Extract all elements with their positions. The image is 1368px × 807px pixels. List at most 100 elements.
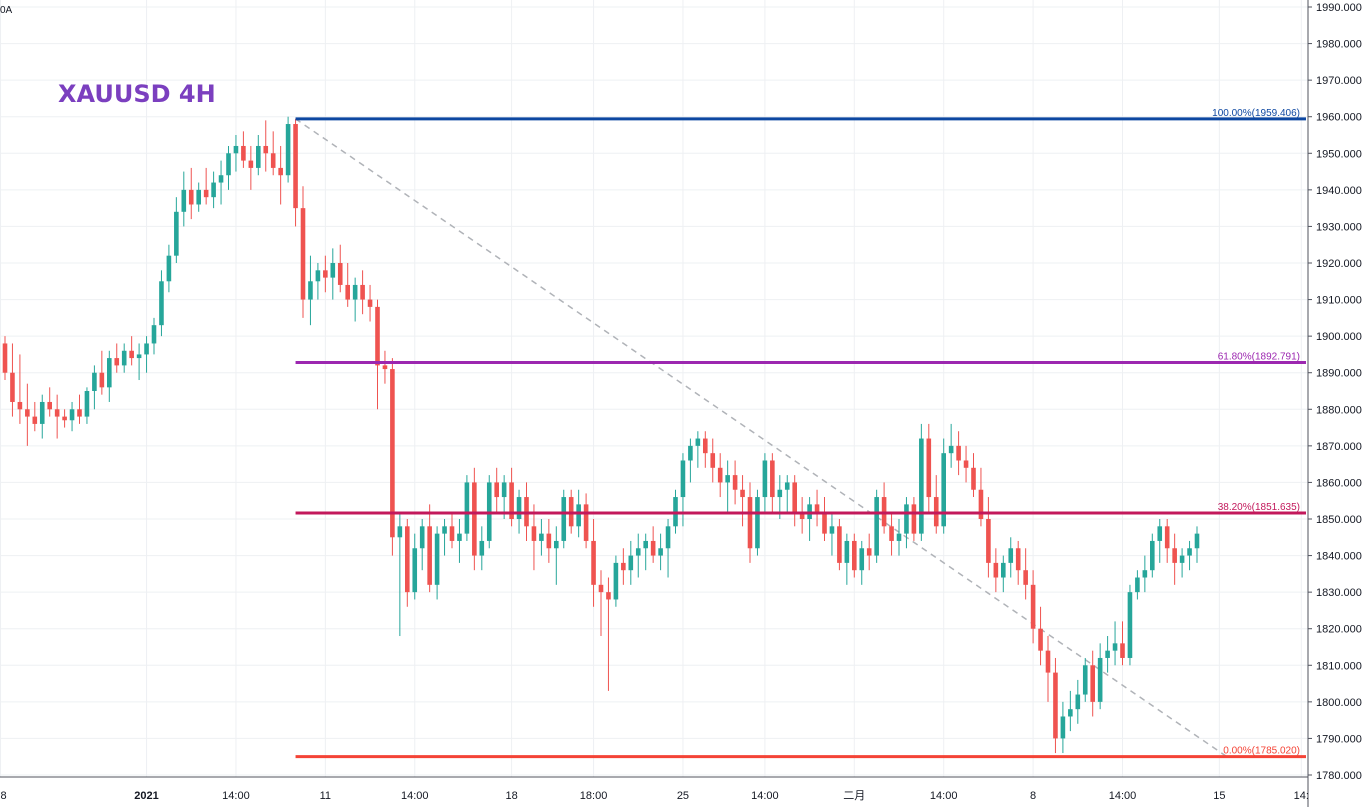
candle-body xyxy=(62,416,67,421)
candle-body xyxy=(784,482,790,490)
candle-body xyxy=(747,497,753,549)
y-tick-label: 1970.000 xyxy=(1316,75,1362,87)
y-tick-label: 1870.000 xyxy=(1316,441,1362,453)
candle-body xyxy=(978,489,984,519)
y-tick-label: 1790.000 xyxy=(1316,733,1362,745)
candle-body xyxy=(1194,533,1200,549)
candle-body xyxy=(628,555,634,571)
candle-body xyxy=(732,475,738,490)
candle-body xyxy=(121,350,127,366)
x-tick-label: 14:00 xyxy=(930,790,958,802)
candle-body xyxy=(598,584,604,593)
candle-body xyxy=(621,562,626,571)
candle-body xyxy=(449,526,455,541)
price-axis[interactable]: 1780.000 1790.000 1800.000 1810.000 1820.000… xyxy=(1307,0,1362,807)
candle-body xyxy=(971,467,976,490)
x-tick-label: 11 xyxy=(320,790,331,802)
candle-body xyxy=(941,453,946,527)
candle-body xyxy=(166,255,172,282)
y-tick-label: 1880.000 xyxy=(1316,404,1362,416)
candle-body xyxy=(546,533,552,549)
candle-body xyxy=(799,511,805,519)
candle-body xyxy=(725,475,730,483)
fib-retracement[interactable]: 100.00%(1959.406) 61.80%(1892.791) 38.20%(… xyxy=(295,108,1306,759)
y-tick-label: 1840.000 xyxy=(1316,551,1362,563)
candle-body xyxy=(740,489,745,498)
candle-body xyxy=(710,453,716,468)
candle-body xyxy=(703,438,708,454)
candle-body xyxy=(755,497,760,549)
candle-body xyxy=(84,391,90,417)
time-axis[interactable]: 28 2021 14:00 11 14:00 18 18:00 25 14:00 二月 14:00 8… xyxy=(0,776,1309,802)
x-tick-label: 二月 xyxy=(843,790,865,802)
candle-body xyxy=(926,438,932,498)
fib-level-label: 100.00%(1959.406) xyxy=(1212,108,1300,119)
x-tick-label: 18:00 xyxy=(580,790,608,802)
candle-body xyxy=(315,270,321,282)
candle-body xyxy=(367,299,373,307)
candle-body xyxy=(1023,570,1028,585)
candle-body xyxy=(330,263,336,278)
x-tick-label: 18 xyxy=(505,790,517,802)
candle-body xyxy=(993,562,999,578)
candle-body xyxy=(457,533,462,541)
candle-body xyxy=(1097,657,1103,702)
candle-body xyxy=(2,343,8,373)
fib-trend-line xyxy=(295,118,1228,758)
y-tick-label: 1920.000 xyxy=(1316,258,1362,270)
y-tick-label: 1810.000 xyxy=(1316,660,1362,672)
candle-body xyxy=(464,482,470,534)
candle-body xyxy=(889,526,894,541)
candle-body xyxy=(859,548,865,571)
candle-body xyxy=(643,540,648,549)
candle-body xyxy=(107,358,112,388)
candle-body xyxy=(561,497,567,541)
y-tick-label: 1800.000 xyxy=(1316,697,1362,709)
x-tick-label: 15 xyxy=(1213,790,1225,802)
candle-body xyxy=(688,445,693,461)
candle-body xyxy=(844,540,850,563)
chart-title: XAUUSD 4H xyxy=(58,80,216,108)
candle-body xyxy=(509,482,514,519)
candle-body xyxy=(770,460,775,498)
candle-body xyxy=(472,482,477,556)
candle-body xyxy=(963,460,969,468)
candle-body xyxy=(39,401,45,424)
candle-body xyxy=(606,592,611,600)
candle-body xyxy=(99,372,105,388)
candle-body xyxy=(345,284,350,300)
candle-body xyxy=(412,548,418,593)
candle-body xyxy=(583,504,589,541)
candle-body xyxy=(1060,716,1066,739)
candle-body xyxy=(1015,548,1021,571)
candle-body xyxy=(717,467,723,483)
candle-body xyxy=(226,153,231,176)
candle-body xyxy=(1187,548,1192,556)
candle-body xyxy=(10,372,15,402)
candle-body xyxy=(665,526,671,549)
candle-body xyxy=(397,526,403,538)
candle-body xyxy=(814,504,820,512)
candle-body xyxy=(54,409,60,417)
candle-body xyxy=(822,511,827,534)
candle-body xyxy=(777,489,783,498)
candle-body xyxy=(434,533,440,585)
candle-body xyxy=(181,189,187,212)
candle-body xyxy=(337,263,343,285)
candle-body xyxy=(92,372,97,391)
x-tick-label: 14:00 xyxy=(401,790,429,802)
candle-body xyxy=(129,350,134,359)
candle-body xyxy=(1068,709,1073,717)
candle-body xyxy=(576,504,581,527)
y-tick-label: 1960.000 xyxy=(1316,112,1362,124)
y-tick-label: 1850.000 xyxy=(1316,514,1362,526)
candle-body xyxy=(270,153,276,168)
candle-body xyxy=(658,548,663,556)
y-tick-label: 1990.000 xyxy=(1316,2,1362,14)
y-tick-label: 1950.000 xyxy=(1316,148,1362,160)
fib-level-label: 38.20%(1851.635) xyxy=(1218,502,1300,513)
candle-body xyxy=(293,124,298,209)
candle-body xyxy=(241,145,246,161)
candle-body xyxy=(442,526,447,534)
